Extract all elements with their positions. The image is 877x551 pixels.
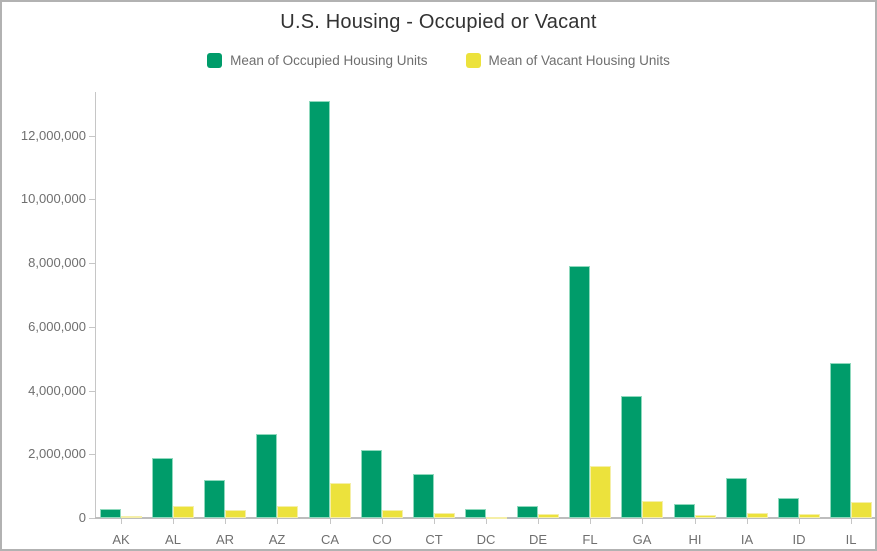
y-axis-tick bbox=[89, 518, 95, 519]
x-axis-tick bbox=[225, 519, 226, 524]
bar-vacant-IL[interactable] bbox=[851, 502, 872, 518]
bar-occupied-CT[interactable] bbox=[413, 474, 434, 518]
x-axis-label: HI bbox=[688, 532, 702, 547]
y-axis-tick bbox=[89, 454, 95, 455]
x-axis-label: GA bbox=[632, 532, 652, 547]
bar-vacant-ID[interactable] bbox=[799, 514, 820, 518]
x-axis-tick bbox=[486, 519, 487, 524]
y-axis-tick-label: 2,000,000 bbox=[28, 446, 86, 461]
bar-occupied-HI[interactable] bbox=[674, 504, 695, 518]
x-axis-tick bbox=[799, 519, 800, 524]
vacant-swatch-icon bbox=[465, 53, 481, 68]
bar-occupied-DE[interactable] bbox=[517, 506, 538, 518]
y-axis-tick bbox=[89, 327, 95, 328]
x-axis-tick bbox=[173, 519, 174, 524]
y-axis-tick-label: 6,000,000 bbox=[28, 319, 86, 334]
bar-vacant-AR[interactable] bbox=[225, 510, 246, 518]
bar-occupied-ID[interactable] bbox=[778, 498, 799, 518]
x-axis-tick bbox=[330, 519, 331, 524]
x-axis-tick bbox=[642, 519, 643, 524]
bar-occupied-CO[interactable] bbox=[361, 450, 382, 518]
bar-occupied-AR[interactable] bbox=[204, 480, 225, 518]
y-axis-tick bbox=[89, 263, 95, 264]
bar-occupied-IA[interactable] bbox=[726, 478, 747, 518]
bar-occupied-FL[interactable] bbox=[569, 266, 590, 518]
y-axis-tick-label: 0 bbox=[78, 510, 86, 525]
x-axis-tick bbox=[382, 519, 383, 524]
x-axis-label: FL bbox=[582, 532, 598, 547]
legend-label-occupied: Mean of Occupied Housing Units bbox=[230, 53, 428, 68]
bar-vacant-HI[interactable] bbox=[695, 515, 716, 518]
y-axis-line bbox=[95, 92, 96, 519]
x-axis-label: AR bbox=[215, 532, 235, 547]
y-axis-tick-label: 8,000,000 bbox=[28, 255, 86, 270]
y-axis-tick bbox=[89, 136, 95, 137]
bar-occupied-DC[interactable] bbox=[465, 509, 486, 518]
bar-vacant-CA[interactable] bbox=[330, 483, 351, 518]
x-axis-label: DE bbox=[528, 532, 548, 547]
x-axis-tick bbox=[851, 519, 852, 524]
chart-title: U.S. Housing - Occupied or Vacant bbox=[280, 11, 597, 33]
bar-occupied-AZ[interactable] bbox=[256, 434, 277, 518]
x-axis-label: AZ bbox=[268, 532, 286, 547]
bar-vacant-AK[interactable] bbox=[121, 516, 142, 518]
bar-vacant-CO[interactable] bbox=[382, 510, 403, 518]
bar-occupied-AK[interactable] bbox=[100, 509, 121, 518]
legend-item-vacant[interactable]: Mean of Vacant Housing Units bbox=[465, 53, 670, 68]
x-axis-label: IA bbox=[740, 532, 754, 547]
x-axis-label: CT bbox=[425, 532, 443, 547]
x-axis-tick bbox=[695, 519, 696, 524]
bar-occupied-CA[interactable] bbox=[309, 101, 330, 518]
y-axis-tick-label: 12,000,000 bbox=[20, 128, 86, 143]
bar-vacant-DE[interactable] bbox=[538, 514, 559, 518]
legend-item-occupied[interactable]: Mean of Occupied Housing Units bbox=[207, 53, 428, 68]
x-axis-label: AK bbox=[112, 532, 130, 547]
x-axis-label: DC bbox=[476, 532, 496, 547]
bar-occupied-GA[interactable] bbox=[621, 396, 642, 518]
y-axis-tick bbox=[89, 391, 95, 392]
x-axis-label: ID bbox=[792, 532, 806, 547]
x-axis-label: CO bbox=[372, 532, 392, 547]
bar-vacant-IA[interactable] bbox=[747, 513, 768, 518]
x-axis-label: CA bbox=[320, 532, 340, 547]
y-axis-tick-label: 4,000,000 bbox=[28, 383, 86, 398]
y-axis-tick-label: 10,000,000 bbox=[20, 191, 86, 206]
bar-occupied-AL[interactable] bbox=[152, 458, 173, 518]
x-axis-tick bbox=[747, 519, 748, 524]
bar-vacant-CT[interactable] bbox=[434, 513, 455, 518]
y-axis-tick bbox=[89, 199, 95, 200]
bar-vacant-AZ[interactable] bbox=[277, 506, 298, 518]
x-axis-tick bbox=[121, 519, 122, 524]
x-axis-label: IL bbox=[845, 532, 857, 547]
bar-vacant-FL[interactable] bbox=[590, 466, 611, 518]
x-axis-tick bbox=[538, 519, 539, 524]
bar-occupied-IL[interactable] bbox=[830, 363, 851, 518]
legend-label-vacant: Mean of Vacant Housing Units bbox=[488, 53, 670, 68]
chart-legend: Mean of Occupied Housing Units Mean of V… bbox=[2, 53, 875, 68]
bar-vacant-DC[interactable] bbox=[486, 517, 507, 519]
x-axis-line bbox=[95, 517, 875, 519]
x-axis-label: AL bbox=[165, 532, 181, 547]
x-axis-tick bbox=[277, 519, 278, 524]
bar-vacant-GA[interactable] bbox=[642, 501, 663, 518]
x-axis-tick bbox=[590, 519, 591, 524]
occupied-swatch-icon bbox=[207, 53, 223, 68]
bar-vacant-AL[interactable] bbox=[173, 506, 194, 518]
x-axis-tick bbox=[434, 519, 435, 524]
